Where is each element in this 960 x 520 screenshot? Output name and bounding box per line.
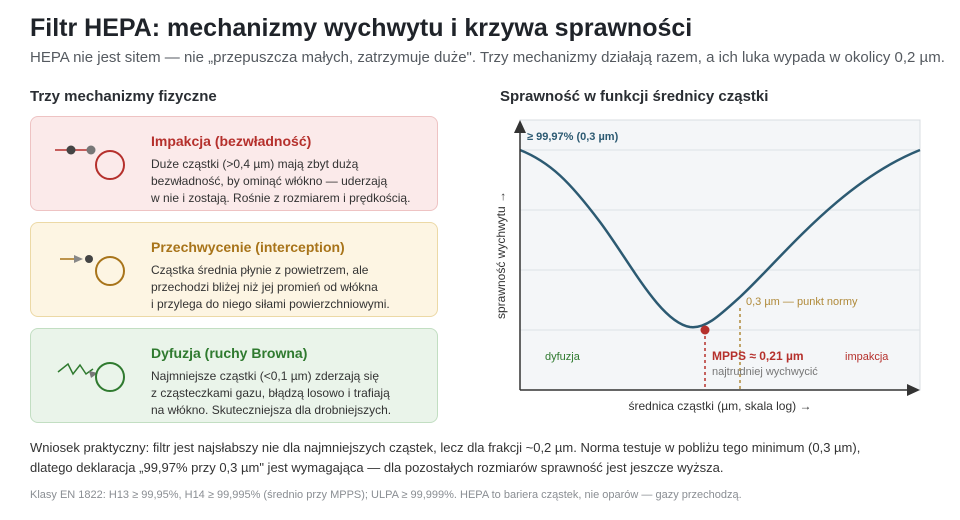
mechanisms-heading: Trzy mechanizmy fizyczne bbox=[30, 88, 217, 105]
card-line: Duże cząstki (>0,4 µm) mają zbyt dużą bbox=[151, 157, 359, 171]
mpps-point bbox=[700, 325, 710, 335]
card-title-interception: Przechwycenie (interception) bbox=[151, 239, 345, 255]
card-line: w nie i zostają. Rośnie z rozmiarem i pr… bbox=[151, 191, 411, 205]
card-line: Cząstka średnia płynie z powietrzem, ale bbox=[151, 263, 369, 277]
conclusion-text: Wniosek praktyczny: filtr jest najsłabsz… bbox=[30, 438, 860, 478]
page-title: Filtr HEPA: mechanizmy wychwytu i krzywa… bbox=[30, 14, 693, 42]
card-title-impaction: Impakcja (bezwładność) bbox=[151, 133, 312, 149]
footnote: Klasy EN 1822: H13 ≥ 99,95%, H14 ≥ 99,99… bbox=[30, 489, 742, 501]
interception-diagram-icon bbox=[60, 255, 125, 286]
card-body-interception: Cząstka średnia płynie z powietrzem, ale… bbox=[151, 262, 436, 313]
chart-heading: Sprawność w funkcji średnicy cząstki bbox=[500, 88, 769, 105]
card-line: na włókno. Skuteczniejsza dla drobniejsz… bbox=[151, 403, 392, 417]
conclusion-line: dlatego deklaracja „99,97% przy 0,3 µm" … bbox=[30, 460, 724, 475]
card-title-diffusion: Dyfuzja (ruchy Browna) bbox=[151, 345, 308, 361]
card-line: z cząsteczkami gazu, błądzą losowo i tra… bbox=[151, 386, 390, 400]
peak-annotation: ≥ 99,97% (0,3 µm) bbox=[527, 131, 619, 143]
diffusion-region-label: dyfuzja bbox=[545, 351, 581, 363]
card-body-diffusion: Najmniejsze cząstki (<0,1 µm) zderzają s… bbox=[151, 368, 436, 419]
diffusion-diagram-icon bbox=[57, 362, 125, 392]
mechanism-card-diffusion: Dyfuzja (ruchy Browna) Najmniejsze cząst… bbox=[30, 328, 438, 423]
impaction-diagram-icon bbox=[55, 145, 125, 180]
card-line: Najmniejsze cząstki (<0,1 µm) zderzają s… bbox=[151, 369, 379, 383]
y-axis-arrow-icon bbox=[514, 120, 526, 133]
mechanism-card-impaction: Impakcja (bezwładność) Duże cząstki (>0,… bbox=[30, 116, 438, 211]
card-line: bezwładność, by ominąć włókno — uderzają bbox=[151, 174, 388, 188]
card-line: i przylega do niego siłami powierzchniow… bbox=[151, 297, 390, 311]
mpps-sub-annotation: najtrudniej wychwycić bbox=[712, 366, 818, 378]
y-axis-label: sprawność wychwytu → bbox=[494, 191, 508, 319]
card-line: przechodzi bliżej niż jej promień od włó… bbox=[151, 280, 378, 294]
efficiency-chart: ≥ 99,97% (0,3 µm) 0,3 µm — punkt normy M… bbox=[494, 119, 921, 413]
x-axis-arrow-icon bbox=[907, 384, 920, 396]
page-subtitle: HEPA nie jest sitem — nie „przepuszcza m… bbox=[30, 49, 945, 66]
card-body-impaction: Duże cząstki (>0,4 µm) mają zbyt dużą be… bbox=[151, 156, 436, 207]
mechanism-card-interception: Przechwycenie (interception) Cząstka śre… bbox=[30, 222, 438, 317]
conclusion-line: Wniosek praktyczny: filtr jest najsłabsz… bbox=[30, 440, 861, 455]
efficiency-curve bbox=[519, 148, 921, 329]
plot-area bbox=[519, 119, 921, 391]
x-axis-label: średnica cząstki (µm, skala log) → bbox=[629, 399, 812, 413]
norm-annotation: 0,3 µm — punkt normy bbox=[746, 296, 858, 308]
mpps-annotation: MPPS ≈ 0,21 µm bbox=[712, 349, 804, 363]
impaction-region-label: impakcja bbox=[845, 351, 889, 363]
